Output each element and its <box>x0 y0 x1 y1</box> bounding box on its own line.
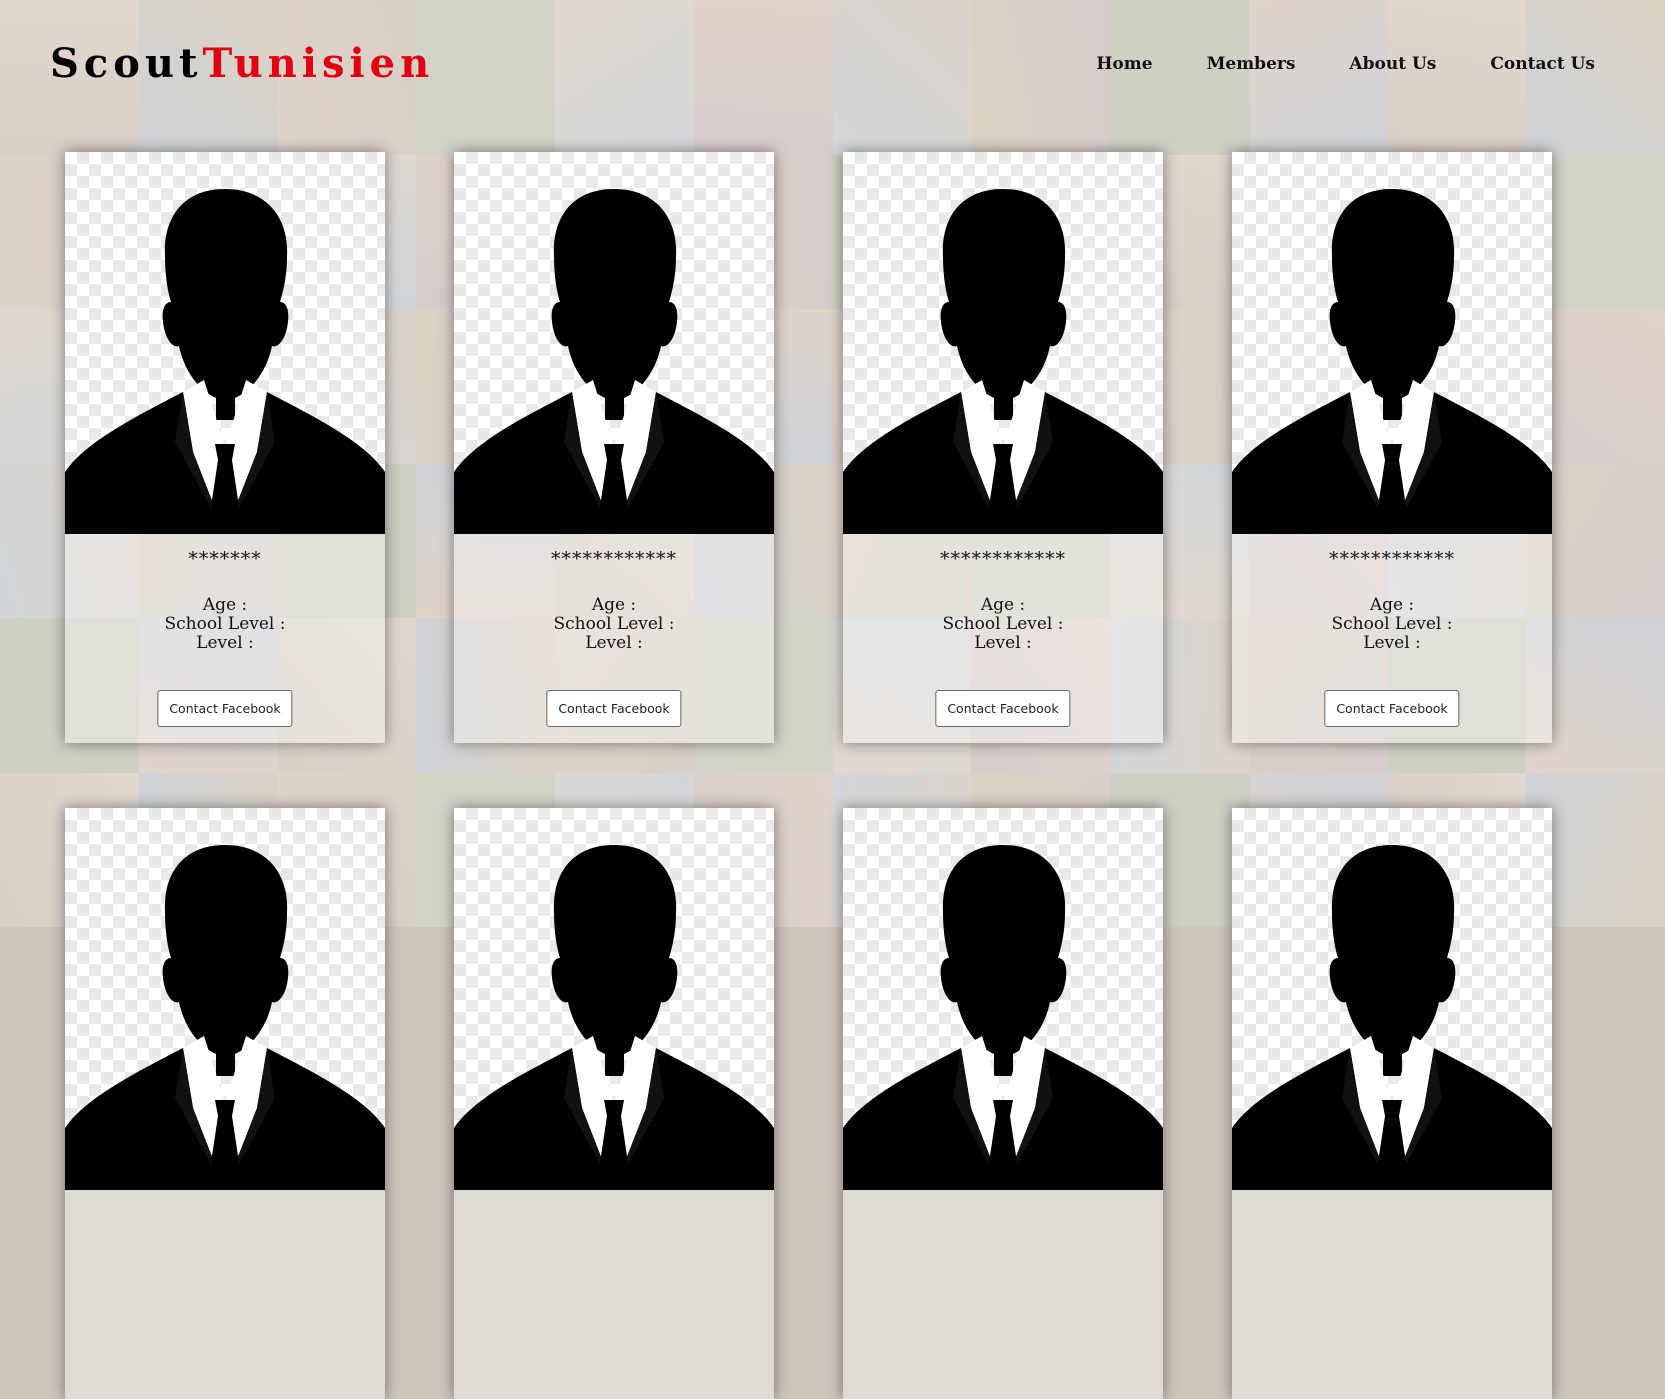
nav-contact-us[interactable]: Contact Us <box>1490 54 1595 74</box>
contact-facebook-button[interactable]: Contact Facebook <box>157 690 293 727</box>
member-level: Level : <box>974 633 1032 653</box>
member-card <box>1232 808 1552 1399</box>
member-card <box>843 808 1163 1399</box>
contact-facebook-button[interactable]: Contact Facebook <box>546 690 682 727</box>
member-school-level: School Level : <box>942 614 1064 634</box>
contact-facebook-button[interactable]: Contact Facebook <box>1324 690 1460 727</box>
person-silhouette-icon <box>843 189 1163 534</box>
member-level: Level : <box>1363 633 1421 653</box>
member-photo <box>1232 808 1552 1190</box>
member-age: Age : <box>202 595 248 615</box>
person-silhouette-icon <box>1232 189 1552 534</box>
nav-members[interactable]: Members <box>1206 54 1296 74</box>
member-photo <box>454 152 774 534</box>
member-name: ******* <box>188 548 262 570</box>
member-info: ************ Age : School Level : Level … <box>843 548 1163 653</box>
site-header: ScoutTunisien Home Members About Us Cont… <box>0 0 1665 130</box>
member-photo <box>843 152 1163 534</box>
member-card <box>454 808 774 1399</box>
member-age: Age : <box>1369 595 1415 615</box>
person-silhouette-icon <box>454 845 774 1190</box>
member-age: Age : <box>980 595 1026 615</box>
member-card: ************ Age : School Level : Level … <box>843 152 1163 743</box>
member-card: ************ Age : School Level : Level … <box>1232 152 1552 743</box>
member-photo <box>65 808 385 1190</box>
member-photo <box>454 808 774 1190</box>
member-name: ************ <box>1329 548 1455 570</box>
member-info: ******* Age : School Level : Level : <box>65 548 385 653</box>
logo-part-scout: Scout <box>50 40 203 87</box>
member-info: ************ Age : School Level : Level … <box>1232 548 1552 653</box>
members-grid: ******* Age : School Level : Level : Con… <box>65 152 1552 1399</box>
contact-facebook-button[interactable]: Contact Facebook <box>935 690 1071 727</box>
member-photo <box>65 152 385 534</box>
member-card <box>65 808 385 1399</box>
member-card: ************ Age : School Level : Level … <box>454 152 774 743</box>
member-school-level: School Level : <box>164 614 286 634</box>
member-level: Level : <box>196 633 254 653</box>
member-level: Level : <box>585 633 643 653</box>
member-name: ************ <box>940 548 1066 570</box>
person-silhouette-icon <box>1232 845 1552 1190</box>
person-silhouette-icon <box>65 845 385 1190</box>
person-silhouette-icon <box>843 845 1163 1190</box>
logo-part-tunisien: Tunisien <box>202 40 435 87</box>
member-photo <box>843 808 1163 1190</box>
member-age: Age : <box>591 595 637 615</box>
person-silhouette-icon <box>454 189 774 534</box>
person-silhouette-icon <box>65 189 385 534</box>
member-card: ******* Age : School Level : Level : Con… <box>65 152 385 743</box>
site-logo[interactable]: ScoutTunisien <box>50 40 434 87</box>
main-nav: Home Members About Us Contact Us <box>1096 54 1595 74</box>
nav-about-us[interactable]: About Us <box>1349 54 1437 74</box>
member-info: ************ Age : School Level : Level … <box>454 548 774 653</box>
nav-home[interactable]: Home <box>1096 54 1153 74</box>
member-school-level: School Level : <box>553 614 675 634</box>
member-photo <box>1232 152 1552 534</box>
member-name: ************ <box>551 548 677 570</box>
member-school-level: School Level : <box>1331 614 1453 634</box>
